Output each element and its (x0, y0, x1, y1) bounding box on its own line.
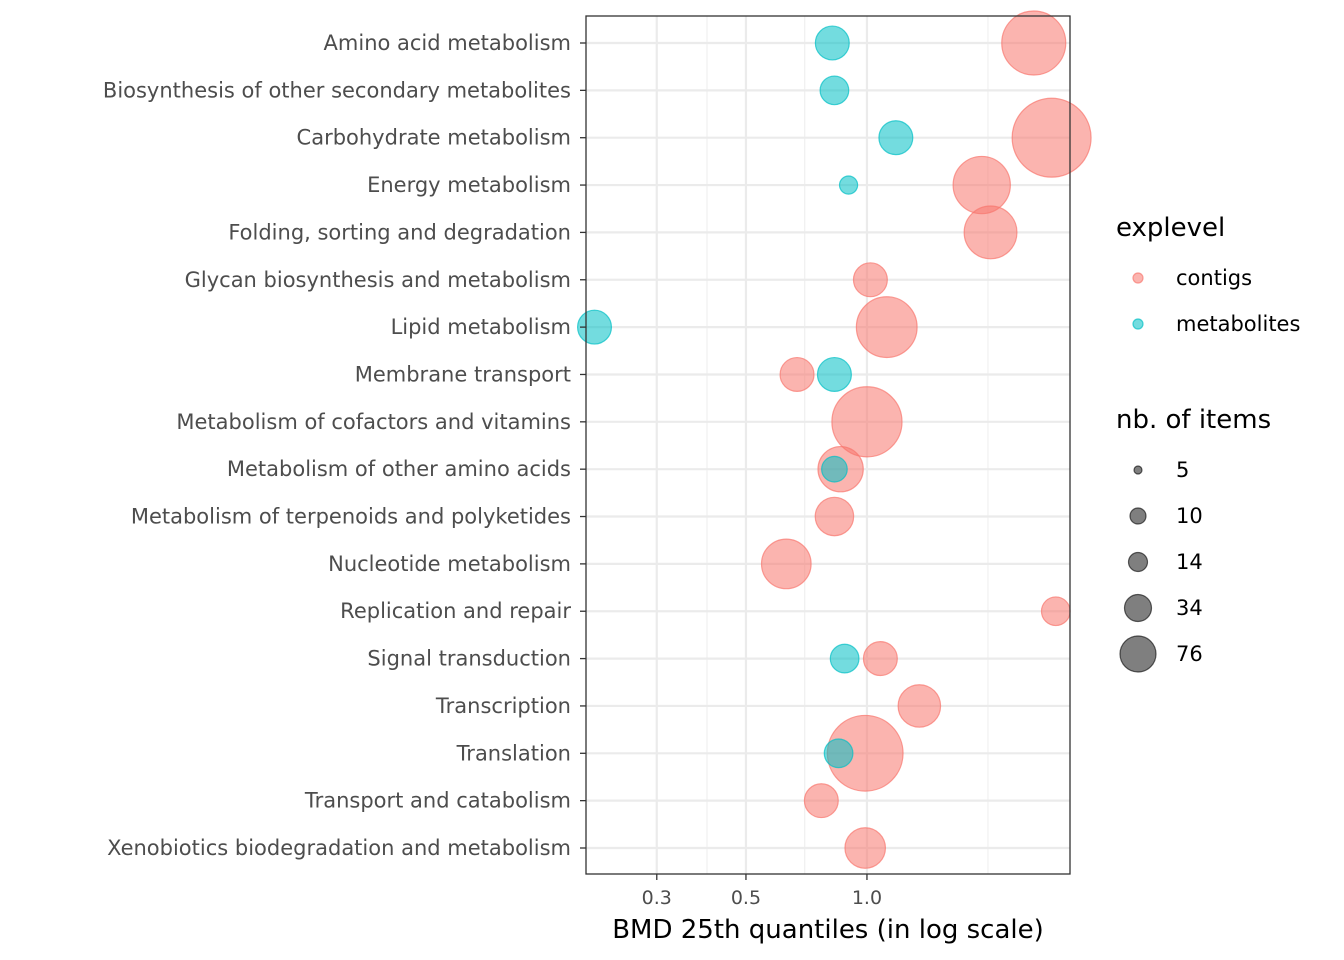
y-category-label: Amino acid metabolism (324, 31, 571, 55)
data-point-metabolites (829, 643, 860, 674)
size-legend-label: 76 (1176, 642, 1203, 666)
x-tick-label: 0.5 (731, 887, 761, 909)
data-point-contigs (897, 684, 942, 728)
y-category-label: Membrane transport (355, 362, 571, 386)
data-point-metabolites (838, 175, 859, 195)
color-legend-title: explevel (1116, 213, 1225, 243)
data-point-contigs (952, 155, 1011, 215)
y-category-label: Folding, sorting and degradation (228, 220, 571, 244)
y-category-label: Translation (456, 741, 571, 765)
data-point-metabolites (823, 738, 854, 769)
data-point-contigs (844, 827, 887, 869)
data-point-contigs (831, 386, 903, 458)
y-category-label: Energy metabolism (367, 173, 571, 197)
data-point-metabolites (821, 455, 848, 483)
y-category-label: Xenobiotics biodegradation and metabolis… (107, 836, 571, 860)
data-point-contigs (779, 356, 815, 393)
data-point-contigs (852, 262, 888, 298)
x-axis-title: BMD 25th quantiles (in log scale) (612, 915, 1044, 945)
data-point-contigs (862, 641, 898, 677)
size-legend-key (1123, 593, 1153, 623)
legend-label-metabolites: metabolites (1176, 312, 1300, 336)
plot-panel-border (585, 15, 1071, 875)
data-point-contigs (1001, 10, 1067, 76)
legend-key-metabolites (1132, 318, 1144, 330)
data-point-contigs (760, 538, 812, 590)
x-tick-label: 0.3 (642, 887, 672, 909)
x-tick-label: 1.0 (852, 887, 882, 909)
y-category-label: Glycan biosynthesis and metabolism (185, 268, 571, 292)
size-legend-key (1133, 465, 1143, 475)
data-point-contigs (1040, 596, 1071, 627)
size-legend-key (1127, 551, 1149, 573)
legend-label-contigs: contigs (1176, 266, 1252, 290)
y-category-label: Metabolism of cofactors and vitamins (176, 410, 571, 434)
size-legend-key (1129, 507, 1147, 525)
data-point-metabolites (819, 75, 850, 106)
y-category-label: Nucleotide metabolism (328, 552, 571, 576)
y-category-label: Replication and repair (340, 599, 571, 623)
y-category-label: Metabolism of terpenoids and polyketides (131, 505, 571, 529)
y-category-label: Metabolism of other amino acids (227, 457, 571, 481)
data-point-contigs (855, 296, 918, 359)
y-category-label: Transport and catabolism (304, 789, 571, 813)
y-axis: Amino acid metabolism Biosynthesis of oth… (103, 31, 586, 860)
data-point-contigs (814, 496, 855, 537)
data-point-contigs (1011, 97, 1092, 178)
data-point-metabolites (816, 356, 852, 393)
y-category-label: Transcription (435, 694, 571, 718)
y-category-label: Signal transduction (367, 647, 571, 671)
size-legend-label: 5 (1176, 458, 1189, 482)
size-legend-label: 14 (1176, 550, 1203, 574)
data-point-contigs (803, 783, 839, 819)
y-category-label: Lipid metabolism (391, 315, 571, 339)
data-point-metabolites (814, 25, 850, 61)
y-category-label: Carbohydrate metabolism (297, 126, 571, 150)
legend-key-contigs (1132, 272, 1144, 284)
size-legend-label: 34 (1176, 596, 1203, 620)
color-legend: explevel contigs metabolites (1116, 213, 1300, 336)
data-point-metabolites (878, 120, 914, 156)
size-legend-title: nb. of items (1116, 405, 1271, 435)
data-point-contigs (963, 205, 1018, 260)
size-legend-label: 10 (1176, 504, 1203, 528)
x-axis: 0.3 0.5 1.0 (642, 874, 882, 909)
y-category-label: Biosynthesis of other secondary metaboli… (103, 78, 571, 102)
size-legend: nb. of items 5 10 14 34 76 (1116, 405, 1271, 673)
size-legend-key (1119, 635, 1157, 673)
